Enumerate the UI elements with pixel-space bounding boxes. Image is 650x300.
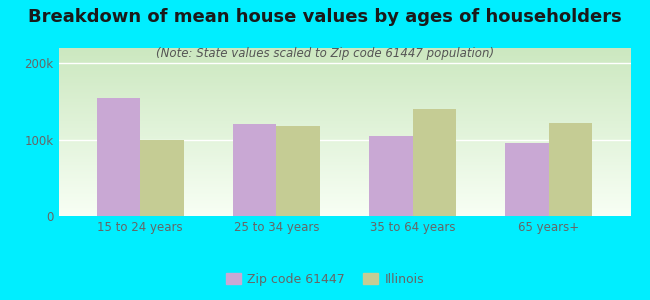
Bar	[97, 98, 140, 216]
Bar	[276, 126, 320, 216]
Bar	[549, 123, 592, 216]
Text: (Note: State values scaled to Zip code 61447 population): (Note: State values scaled to Zip code 6…	[156, 46, 494, 59]
Bar	[233, 124, 276, 216]
Text: Breakdown of mean house values by ages of householders: Breakdown of mean house values by ages o…	[28, 8, 622, 26]
Bar	[140, 140, 184, 216]
Legend: Zip code 61447, Illinois: Zip code 61447, Illinois	[221, 268, 429, 291]
Bar	[369, 136, 413, 216]
Bar	[505, 143, 549, 216]
Bar	[413, 109, 456, 216]
